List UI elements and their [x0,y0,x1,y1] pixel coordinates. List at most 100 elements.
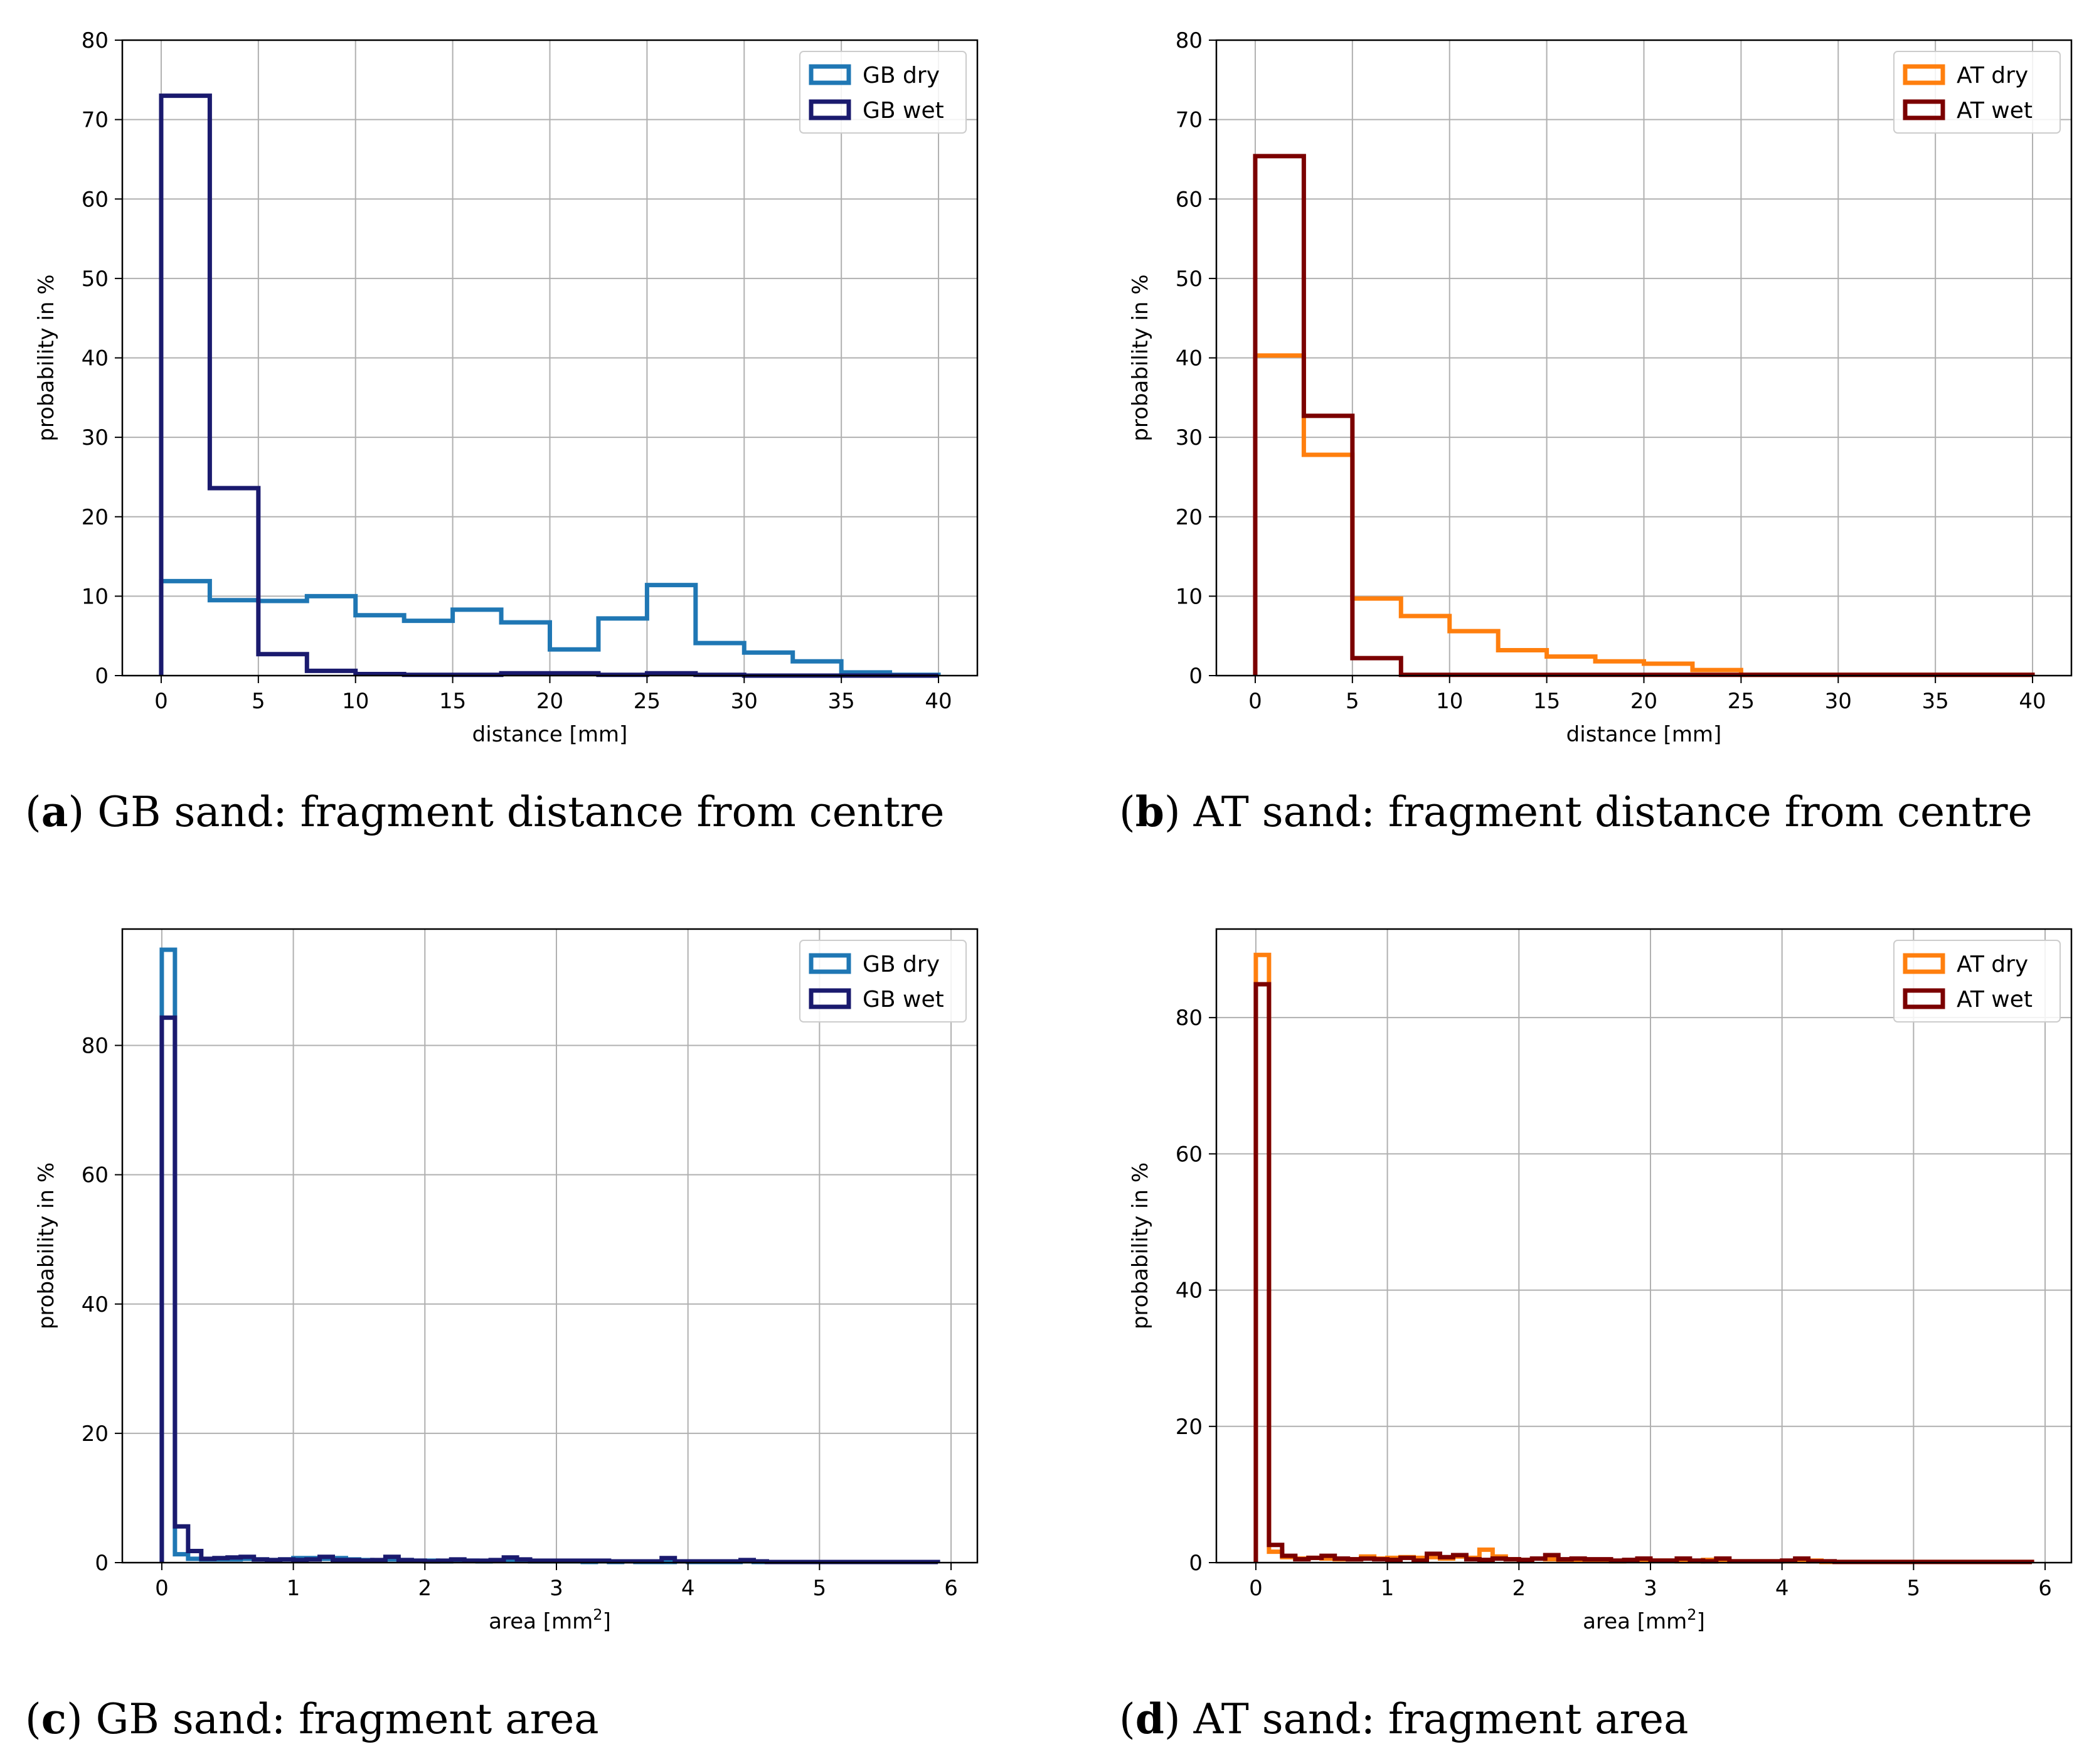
y-tick-label: 20 [82,505,109,530]
x-tick-label: 2 [1512,1576,1526,1601]
y-tick-label: 20 [1176,505,1203,530]
grid [1216,40,2071,676]
legend-swatch [809,99,851,120]
legend-box [1893,51,2061,134]
y-tick-label: 40 [1176,1278,1203,1304]
y-tick-label: 20 [82,1421,109,1447]
x-tick-label: 5 [252,689,265,714]
legend-box [799,51,967,134]
y-tick-label: 0 [95,664,109,689]
grid [1216,929,2071,1563]
y-tick-label: 50 [1176,267,1203,292]
y-tick-label: 40 [82,346,109,371]
caption-b: (b) AT sand: fragment distance from cent… [1119,787,2033,836]
x-axis-label: area [mm2] [489,1606,611,1634]
x-tick-label: 4 [681,1576,695,1601]
x-tick-label: 40 [2019,689,2046,714]
chart-b: 0 5 10 15 20 25 30 35 40 0 10 20 30 40 50 60 70 80 distanc… [1128,28,2073,747]
legend-label: AT dry [1957,952,2028,977]
x-tick-label: 40 [925,689,952,714]
series-gb-wet-outline [159,1015,940,1565]
legend: GB dry GB wet [799,51,967,134]
x-tick-label: 20 [1630,689,1657,714]
y-axis-label: probability in % [1128,274,1153,441]
x-tick-label: 15 [439,689,466,714]
legend: AT dry AT wet [1893,51,2061,134]
x-tick-label: 5 [1907,1576,1921,1601]
x-tick-label: 3 [1644,1576,1657,1601]
y-tick-label: 0 [1189,1551,1203,1576]
series-at-wet-outline [1253,154,2035,677]
x-tick-label: 35 [828,689,855,714]
legend-swatch [1903,64,1945,85]
x-tick-label: 10 [1436,689,1463,714]
legend: GB dry GB wet [799,940,967,1023]
legend-label: GB dry [863,63,940,88]
y-tick-label: 0 [95,1551,109,1576]
legend-box [799,940,967,1023]
x-tick-label: 1 [1381,1576,1395,1601]
panel-a: 0 5 10 15 20 25 30 35 40 0 10 20 30 40 50 60 70 80 distanc… [0,0,1047,882]
y-axis-label: probability in % [1128,1162,1153,1329]
axes-frame [1215,928,2073,1564]
x-tick-label: 30 [731,689,758,714]
x-tick-label: 30 [1825,689,1852,714]
caption-c: (c) GB sand: fragment area [25,1694,599,1743]
y-tick-label: 10 [1176,584,1203,609]
x-tick-label: 0 [1249,1576,1263,1601]
x-tick-label: 6 [944,1576,958,1601]
legend-label: AT wet [1957,987,2033,1012]
axes-frame [121,928,979,1564]
x-tick-label: 20 [536,689,563,714]
y-tick-label: 80 [82,1034,109,1059]
y-tick-label: 40 [82,1292,109,1317]
x-tick-label: 5 [813,1576,827,1601]
x-axis-label: area [mm2] [1583,1606,1705,1634]
y-tick-label: 30 [1176,425,1203,450]
x-tick-label: 6 [2038,1576,2052,1601]
y-tick-label: 30 [82,425,109,450]
x-tick-label: 5 [1346,689,1359,714]
legend-swatch [809,988,851,1009]
legend-label: AT dry [1957,63,2028,88]
caption-d: (d) AT sand: fragment area [1119,1694,1689,1743]
grid [122,40,977,676]
legend-swatch [1903,99,1945,120]
panel-d: 0 1 2 3 4 5 6 0 20 40 60 80 area [mm2] probability in… [1047,882,2094,1764]
legend-swatch [1903,953,1945,974]
legend-label: AT wet [1957,98,2033,124]
y-axis-label: probability in % [34,1162,59,1329]
x-axis-label: distance [mm] [472,722,628,747]
y-tick-label: 60 [1176,1142,1203,1167]
y-tick-label: 70 [1176,108,1203,133]
y-tick-label: 60 [82,187,109,212]
legend-label: GB dry [863,952,940,977]
x-tick-label: 0 [155,1576,169,1601]
chart-a: 0 5 10 15 20 25 30 35 40 0 10 20 30 40 50 60 70 80 distanc… [34,28,979,747]
x-tick-label: 35 [1922,689,1949,714]
x-axis-label: distance [mm] [1566,722,1722,747]
x-tick-label: 10 [342,689,369,714]
caption-a: (a) GB sand: fragment distance from cent… [25,787,945,836]
x-tick-label: 15 [1533,689,1560,714]
panel-b: 0 5 10 15 20 25 30 35 40 0 10 20 30 40 50 60 70 80 distanc… [1047,0,2094,882]
legend-label: GB wet [863,98,944,124]
x-tick-label: 25 [634,689,661,714]
x-tick-label: 2 [418,1576,432,1601]
y-tick-label: 40 [1176,346,1203,371]
grid [122,929,977,1563]
legend-label: GB wet [863,987,944,1012]
legend-swatch [1903,988,1945,1009]
legend: AT dry AT wet [1893,940,2061,1023]
x-tick-label: 25 [1728,689,1755,714]
x-tick-label: 0 [154,689,168,714]
y-tick-label: 20 [1176,1415,1203,1440]
series-at-wet-outline [1253,982,2034,1565]
panel-c: 0 1 2 3 4 5 6 0 20 40 60 80 area [mm2] probability in… [0,882,1047,1764]
y-tick-label: 80 [1176,1006,1203,1031]
y-axis-label: probability in % [34,274,59,441]
x-tick-label: 4 [1775,1576,1789,1601]
y-tick-label: 60 [1176,187,1203,212]
